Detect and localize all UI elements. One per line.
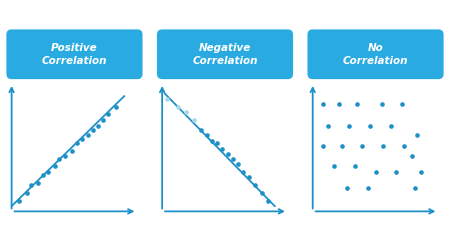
Point — [234, 162, 242, 166]
Point — [240, 170, 247, 174]
Point — [252, 183, 259, 187]
FancyBboxPatch shape — [157, 30, 293, 79]
Point — [335, 102, 342, 106]
Point — [164, 97, 171, 101]
Text: No
Correlation: No Correlation — [343, 43, 408, 66]
Point — [414, 134, 421, 138]
Point — [265, 199, 272, 203]
Point — [325, 124, 332, 128]
Point — [105, 112, 112, 116]
Point — [372, 170, 379, 174]
Point — [40, 173, 47, 177]
Point — [364, 186, 371, 190]
Point — [208, 139, 216, 143]
Point — [343, 186, 351, 190]
Point — [393, 170, 400, 174]
Point — [51, 164, 59, 168]
Text: Positive
Correlation: Positive Correlation — [42, 43, 107, 66]
Point — [367, 124, 374, 128]
Point — [338, 144, 345, 148]
Point — [398, 102, 405, 106]
Point — [359, 144, 366, 148]
Point — [229, 157, 236, 161]
Point — [320, 102, 327, 106]
Point — [79, 138, 86, 141]
Point — [190, 118, 197, 122]
Point — [94, 124, 102, 128]
Point — [409, 154, 416, 158]
Point — [330, 164, 337, 168]
Point — [378, 102, 386, 106]
Point — [258, 191, 265, 195]
Point — [219, 147, 226, 151]
FancyBboxPatch shape — [6, 30, 143, 79]
Point — [411, 186, 418, 190]
Point — [320, 144, 327, 148]
Point — [24, 191, 31, 195]
Point — [203, 134, 210, 138]
Point — [16, 199, 23, 203]
Point — [346, 124, 353, 128]
Point — [418, 170, 425, 174]
Point — [387, 124, 395, 128]
Point — [214, 141, 221, 145]
Point — [113, 105, 120, 108]
Point — [354, 102, 361, 106]
Point — [55, 157, 63, 161]
Text: Negative
Correlation: Negative Correlation — [192, 43, 258, 66]
Point — [89, 128, 96, 132]
Point — [245, 175, 252, 179]
Point — [68, 149, 76, 153]
Point — [351, 164, 358, 168]
Point — [182, 110, 189, 114]
Point — [224, 152, 231, 156]
Point — [45, 170, 52, 174]
Point — [174, 105, 181, 108]
Point — [73, 141, 81, 145]
FancyBboxPatch shape — [307, 30, 444, 79]
Point — [62, 154, 69, 158]
Point — [401, 144, 408, 148]
Point — [380, 144, 387, 148]
Point — [99, 118, 107, 122]
Point — [198, 128, 205, 132]
Point — [34, 181, 41, 184]
Point — [84, 134, 91, 138]
Point — [27, 183, 35, 187]
